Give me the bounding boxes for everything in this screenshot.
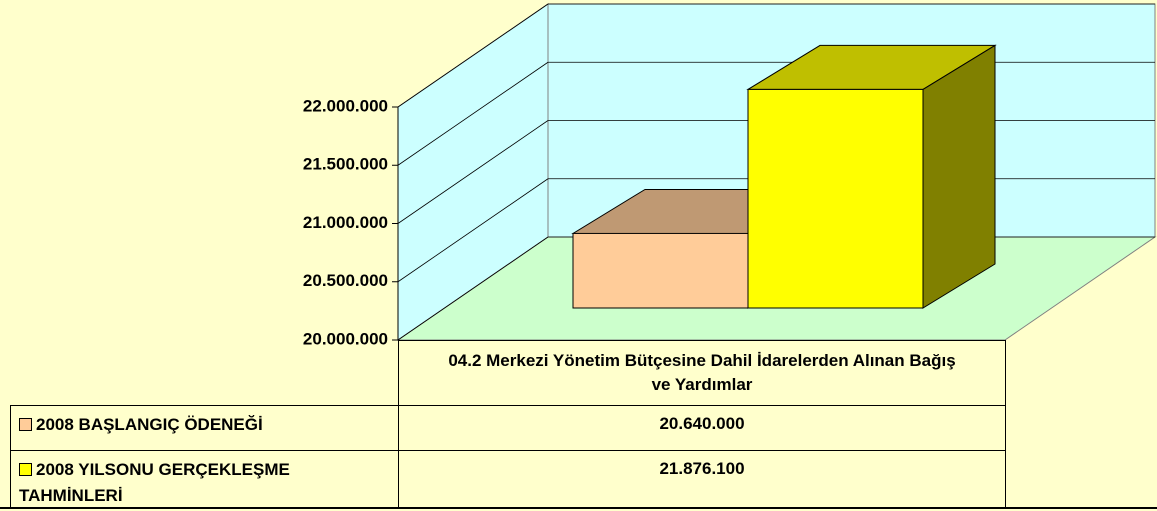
bar — [572, 232, 749, 309]
legend-swatch — [19, 418, 32, 431]
grid-line — [397, 236, 549, 341]
bottom-rule — [0, 507, 1157, 509]
legend-entry: 2008 BAŞLANGIÇ ÖDENEĞİ — [10, 405, 399, 451]
grid-line — [397, 3, 549, 108]
y-tick-label: 22.000.000 — [303, 96, 388, 115]
bar — [747, 88, 924, 309]
value-label: 21.876.100 — [398, 450, 1006, 508]
grid-line — [397, 61, 549, 166]
legend-label: 2008 YILSONU GERÇEKLEŞME TAHMİNLERİ — [19, 460, 290, 505]
grid-line — [397, 120, 549, 224]
y-tick-label: 20.500.000 — [303, 271, 388, 290]
legend-entry: 2008 YILSONU GERÇEKLEŞME TAHMİNLERİ — [10, 450, 399, 508]
value-label: 20.640.000 — [398, 405, 1006, 451]
grid-line — [397, 178, 549, 283]
legend-label: 2008 BAŞLANGIÇ ÖDENEĞİ — [36, 415, 263, 434]
y-tick-label: 20.000.000 — [303, 329, 388, 348]
legend-swatch — [19, 463, 32, 476]
bar-side — [922, 44, 996, 309]
y-tick-label: 21.500.000 — [303, 155, 388, 174]
category-label: 04.2 Merkezi Yönetim Bütçesine Dahil İda… — [398, 340, 1006, 406]
y-tick-label: 21.000.000 — [303, 213, 388, 232]
